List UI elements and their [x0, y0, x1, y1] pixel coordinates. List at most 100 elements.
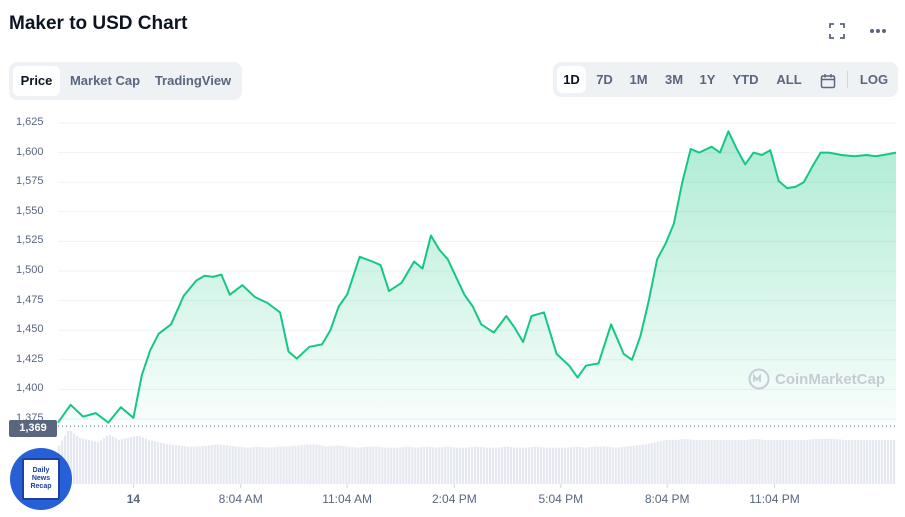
- volume-bar: [303, 444, 306, 484]
- volume-bar: [474, 446, 477, 484]
- tab-market-cap[interactable]: Market Cap: [69, 73, 141, 88]
- volume-bar: [342, 446, 345, 484]
- volume-bar: [345, 446, 348, 484]
- volume-bar: [201, 446, 204, 484]
- volume-bar: [608, 447, 611, 484]
- volume-bar: [105, 435, 109, 484]
- volume-bar: [306, 444, 309, 484]
- volume-bar: [836, 439, 839, 484]
- volume-bar: [536, 446, 540, 484]
- tab-price[interactable]: Price: [13, 66, 60, 96]
- volume-bar: [752, 439, 755, 484]
- volume-bar: [168, 444, 171, 484]
- volume-bar: [680, 439, 683, 484]
- range-ytd[interactable]: YTD: [732, 72, 759, 87]
- volume-bar: [677, 439, 680, 484]
- volume-bar: [444, 446, 447, 484]
- volume-bar: [420, 447, 423, 484]
- volume-bar: [554, 447, 557, 484]
- chart-type-tabs: Price Market Cap TradingView: [9, 62, 242, 100]
- badge-line: Recap: [30, 483, 52, 490]
- volume-bar: [491, 447, 495, 484]
- volume-bar: [530, 447, 534, 484]
- volume-bar: [321, 445, 324, 484]
- volume-bar: [563, 447, 566, 484]
- volume-bar: [408, 446, 411, 484]
- volume-bar: [339, 445, 342, 484]
- volume-bar: [794, 440, 797, 484]
- volume-bar: [273, 446, 276, 484]
- fullscreen-icon[interactable]: [826, 20, 848, 42]
- more-icon[interactable]: [867, 20, 889, 42]
- volume-bar: [297, 445, 300, 484]
- volume-bar: [411, 447, 414, 484]
- volume-bar: [312, 444, 315, 484]
- volume-bar: [87, 440, 91, 484]
- range-1m[interactable]: 1M: [629, 72, 648, 87]
- volume-bar: [602, 446, 605, 484]
- volume-bar: [827, 438, 830, 484]
- volume-bar: [605, 446, 608, 484]
- volume-bar: [701, 440, 704, 484]
- volume-bar: [414, 447, 417, 484]
- volume-bar: [707, 440, 710, 484]
- y-tick-label: 1,600: [16, 145, 44, 158]
- volume-bar: [309, 444, 312, 484]
- volume-bar: [66, 430, 70, 484]
- volume-bar: [632, 445, 635, 484]
- volume-bar: [545, 447, 549, 484]
- volume-bar: [141, 437, 144, 484]
- volume-bar: [165, 444, 168, 484]
- volume-bar: [117, 439, 121, 484]
- volume-bar: [348, 446, 351, 484]
- volume-bar: [875, 440, 878, 484]
- volume-bar: [719, 440, 722, 484]
- calendar-icon[interactable]: [814, 66, 842, 93]
- volume-bar: [405, 446, 408, 484]
- time-range-selector: 1D 7D 1M 3M 1Y YTD ALL LOG: [553, 62, 898, 97]
- volume-bar: [722, 440, 725, 484]
- volume-bar: [363, 446, 366, 484]
- volume-bar: [749, 439, 752, 484]
- volume-bar: [782, 440, 785, 484]
- volume-bar: [698, 440, 701, 484]
- volume-bar: [845, 440, 848, 484]
- range-1d[interactable]: 1D: [557, 66, 586, 93]
- range-3m[interactable]: 3M: [664, 72, 684, 87]
- volume-bar: [746, 439, 749, 484]
- volume-bar: [435, 447, 438, 484]
- volume-bar: [635, 445, 638, 484]
- volume-bar: [761, 439, 764, 484]
- daily-news-recap-badge[interactable]: Daily News Recap: [10, 448, 72, 510]
- range-7d[interactable]: 7D: [596, 72, 613, 87]
- volume-bar: [479, 447, 483, 484]
- volume-bar: [378, 446, 381, 484]
- volume-bar: [671, 440, 674, 484]
- volume-bar: [674, 439, 677, 484]
- volume-bar: [653, 442, 656, 484]
- volume-bar: [500, 447, 504, 484]
- log-toggle[interactable]: LOG: [859, 72, 889, 87]
- volume-bar: [785, 440, 788, 484]
- volume-bar: [809, 439, 812, 484]
- range-all[interactable]: ALL: [776, 72, 802, 87]
- volume-bar: [231, 446, 234, 484]
- range-1y[interactable]: 1Y: [699, 72, 716, 87]
- volume-bar: [138, 436, 141, 484]
- volume-bar: [650, 443, 653, 484]
- volume-bar: [623, 446, 626, 484]
- volume-bar: [264, 447, 267, 484]
- volume-bar: [482, 447, 486, 484]
- volume-bar: [219, 444, 222, 484]
- volume-bar: [183, 446, 186, 484]
- volume-bar: [255, 446, 258, 484]
- volume-bar: [764, 440, 767, 484]
- volume-bar: [494, 447, 498, 484]
- volume-bar: [327, 446, 330, 484]
- tab-tradingview[interactable]: TradingView: [154, 73, 232, 88]
- volume-bar: [617, 447, 620, 484]
- volume-bar: [869, 440, 872, 484]
- volume-bar: [524, 447, 528, 484]
- volume-bar: [99, 440, 103, 484]
- volume-bar: [614, 447, 617, 484]
